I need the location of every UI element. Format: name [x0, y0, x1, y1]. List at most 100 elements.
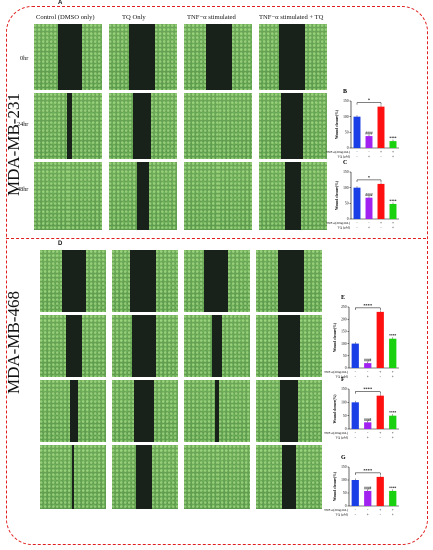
chart-g-tick-label: 100 [341, 478, 347, 482]
chart-e-ylabel: Wound closure(%) [333, 322, 337, 352]
chart-g-tick-label: 50 [343, 491, 347, 495]
chart-f-tq-sign: - [380, 436, 382, 440]
chart-e-bar-label: #### [364, 359, 371, 363]
micrograph-468-tq-24hr [112, 315, 178, 377]
micrograph-468-tnf-tq-0hr [256, 250, 322, 312]
chart-f-tnf-sign: + [379, 431, 381, 435]
column-header-tnf-tq: TNF−α stimulated + TQ [259, 14, 324, 21]
chart-e-tick-label: 150 [341, 330, 347, 334]
chart-e-tnf-sign: - [355, 370, 357, 374]
chart-e-bar [364, 363, 372, 368]
chart-g-bar [351, 480, 359, 506]
chart-e-tnf-row-label: TNF-α(20ng/mL) [324, 370, 348, 374]
micrograph-468-tnf-24hr [184, 315, 250, 377]
micrograph-468-tnf-72hr [184, 445, 250, 509]
chart-g-tq-sign: - [380, 513, 382, 517]
micrograph-tnf-tq-24hr [259, 93, 327, 159]
column-header-control: Control (DMSO only) [36, 14, 95, 21]
chart-g-tnf-sign: + [379, 508, 381, 512]
chart-b-bar [353, 116, 361, 148]
chart-f-significance-label: **** [363, 387, 373, 392]
chart-b-tnf-sign: + [380, 150, 382, 154]
chart-c-tick-label: 150 [343, 170, 349, 174]
chart-c-bar [389, 203, 397, 219]
chart-c-tick-label: 0 [347, 217, 349, 221]
chart-f-significance-bracket [355, 391, 381, 394]
micrograph-468-tq-0hr [112, 250, 178, 312]
column-header-tnf: TNF−α stimulated [187, 14, 236, 21]
chart-b-tick-label: 100 [343, 115, 349, 119]
panel-letter-c: C [343, 160, 347, 166]
chart-g-tq-sign: + [367, 513, 369, 517]
chart-c-tnf-row-label: TNF-α(20ng/mL) [326, 221, 350, 225]
chart-c-tq-sign: - [380, 226, 382, 230]
bottom-section-frame [6, 238, 428, 545]
micrograph-tnf-24hr [184, 93, 252, 159]
micrograph-468-tnf-tq-72hr [256, 445, 322, 509]
micrograph-tq-24hr [109, 93, 177, 159]
chart-f-tq-sign: + [392, 436, 394, 440]
micrograph-control-0hr [34, 24, 102, 90]
chart-f-bar-label: #### [364, 418, 371, 422]
chart-g-tick-label: 150 [341, 465, 347, 469]
chart-g-bar [364, 490, 372, 506]
chart-b-tnf-sign: - [356, 150, 358, 154]
chart-f-bar [376, 395, 384, 429]
panel-letter-g: G [341, 455, 346, 461]
row-label-24hr-top: 24hr [17, 121, 29, 128]
chart-b-tick-label: 0 [347, 146, 349, 150]
chart-e-tick-label: 200 [341, 317, 347, 321]
chart-b-ylabel: Wound closure(%) [335, 109, 339, 139]
chart-g-tq-row-label: TQ (μM) [336, 513, 348, 517]
chart-f-tnf-row-label: TNF-α(20ng/mL) [324, 431, 348, 435]
chart-e-tq-sign: - [355, 375, 357, 379]
chart-c-bar-label: **** [389, 199, 396, 203]
micrograph-468-tnf-0hr [184, 250, 250, 312]
micrograph-468-tnf-tq-24hr [256, 315, 322, 377]
chart-g-tq-sign: - [355, 513, 357, 517]
chart-b-bar-label: **** [389, 137, 396, 141]
chart-c-tick-label: 50 [345, 202, 349, 206]
chart-e-tq-row-label: TQ (μM) [336, 375, 348, 379]
chart-g-tnf-sign: - [367, 508, 369, 512]
micrograph-tq-48hr [109, 162, 177, 230]
chart-b-tick-label: 50 [345, 131, 349, 135]
chart-g-significance-label: **** [363, 468, 373, 473]
chart-f-tq-sign: - [355, 436, 357, 440]
chart-c-tnf-sign: - [368, 221, 370, 225]
chart-e-tnf-sign: + [379, 370, 381, 374]
chart-e-tq-sign: + [367, 375, 369, 379]
chart-e-tick-label: 250 [341, 305, 347, 309]
chart-c-bar [353, 187, 361, 219]
micrograph-tnf-tq-48hr [259, 162, 327, 230]
chart-f-bar [351, 402, 359, 429]
chart-f-tick-label: 50 [343, 414, 347, 418]
chart-e-significance-bracket [355, 307, 381, 310]
chart-f-bar [364, 422, 372, 429]
micrograph-468-control-48hr [40, 380, 106, 442]
chart-c-significance-label: * [368, 175, 371, 180]
chart-f-tnf-sign: + [392, 431, 394, 435]
chart-f-ylabel: Wound closure(%) [333, 394, 337, 424]
chart-g-bar-label: **** [389, 486, 396, 490]
chart-c-tq-sign: - [356, 226, 358, 230]
chart-b-bar-label: #### [365, 132, 372, 136]
chart-e-bar [376, 311, 384, 368]
chart-b-bar [365, 136, 373, 148]
chart-c-tq-sign: + [368, 226, 370, 230]
chart-f-tnf-sign: - [355, 431, 357, 435]
chart-c-bar [365, 197, 373, 219]
panel-letter-e: E [341, 295, 345, 301]
chart-b-tq-row-label: TQ (μM) [338, 155, 350, 159]
micrograph-control-24hr [34, 93, 102, 159]
chart-e-bar [389, 338, 397, 368]
chart-b-bar [389, 141, 397, 148]
chart-g-significance-bracket [355, 472, 381, 475]
chart-g-tq-sign: + [392, 513, 394, 517]
micrograph-tnf-tq-0hr [259, 24, 327, 90]
micrograph-468-control-72hr [40, 445, 106, 509]
chart-g-tick-label: 0 [345, 504, 347, 508]
chart-b-significance-bracket [356, 102, 382, 105]
micrograph-control-48hr [34, 162, 102, 230]
